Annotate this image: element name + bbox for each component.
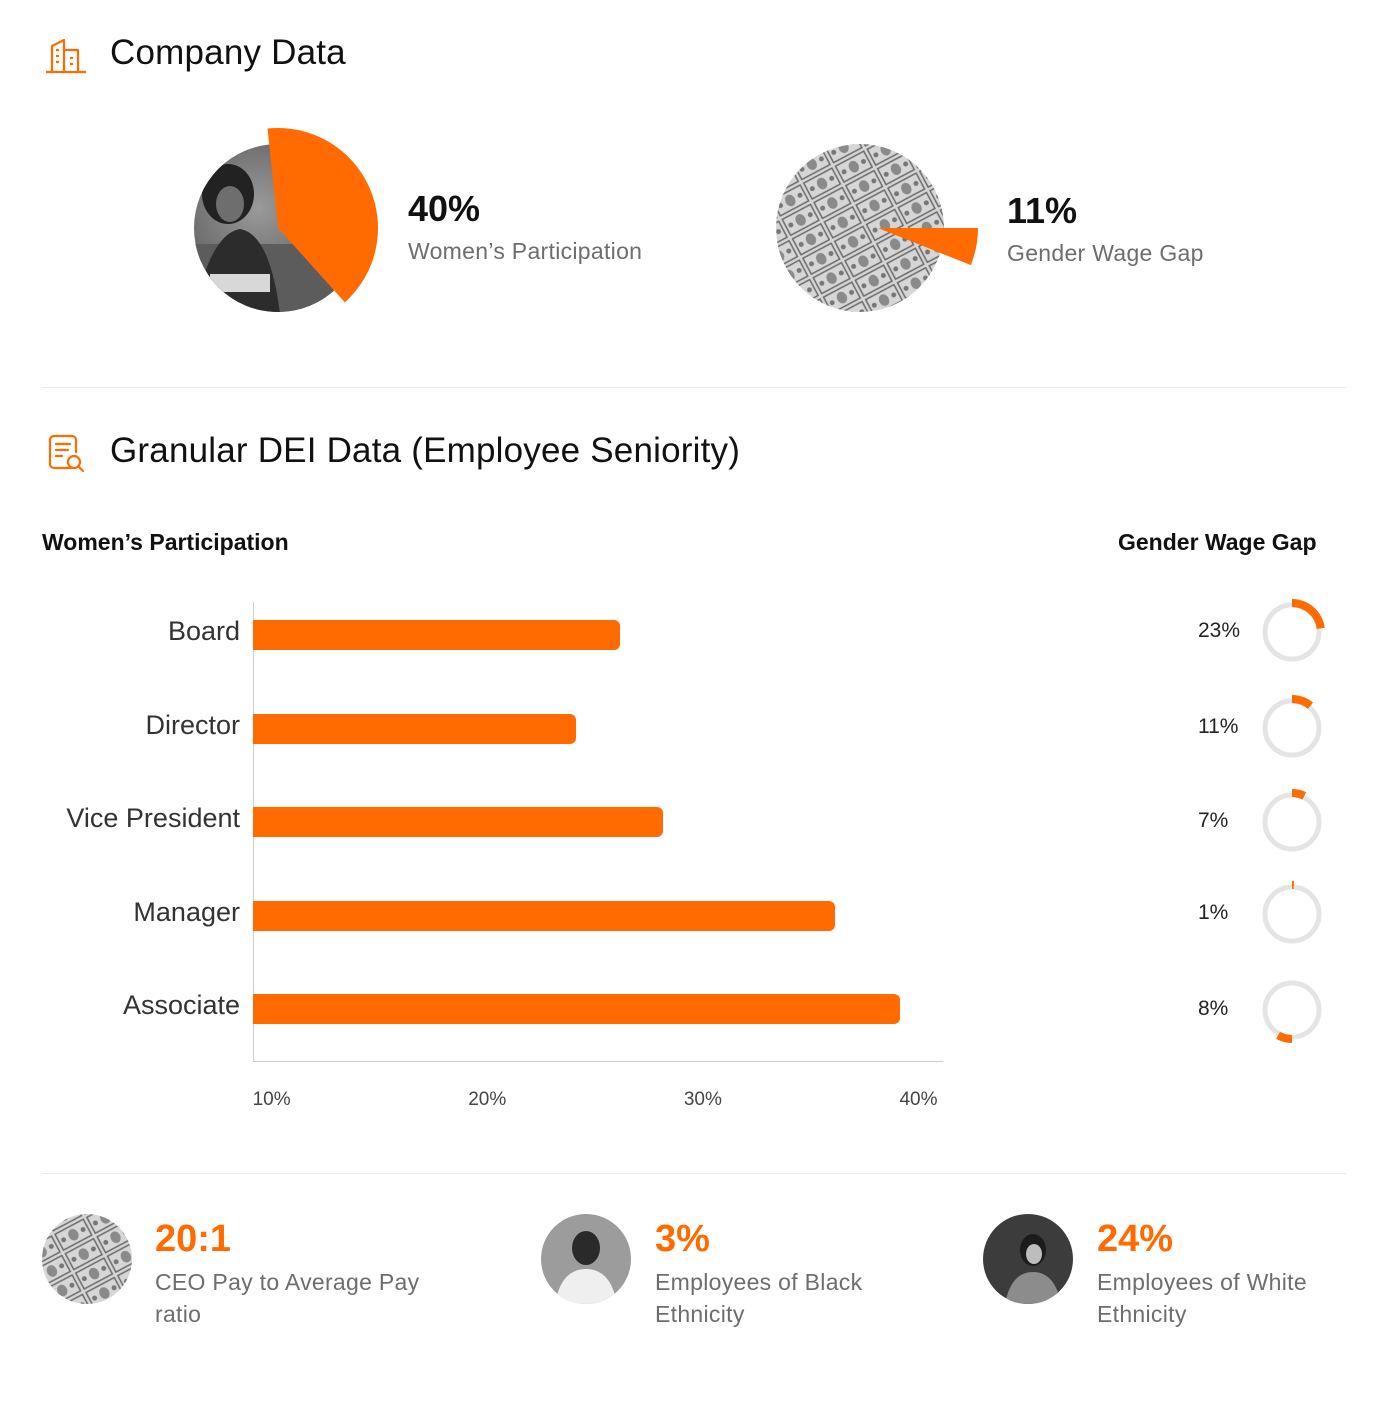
white-ethnicity-label-line2: Ethnicity [1097,1301,1187,1327]
womens-participation-label: Women’s Participation [408,238,643,264]
gender-wage-gap-label: Gender Wage Gap [1007,240,1204,266]
white-ethnicity-label-line1: Employees of White [1097,1269,1307,1295]
divider-2 [42,1173,1346,1174]
ceo-pay-value: 20:1 [155,1218,232,1260]
x-tick-label: 10% [252,1089,291,1110]
bar [253,900,836,931]
white-ethnicity-label: Employees of White Ethnicity [1097,1266,1307,1330]
bar [253,807,663,837]
gender-wage-gap-slice [878,228,978,266]
category-label: Manager [133,896,240,927]
ceo-pay-label: CEO Pay to Average Pay ratio [155,1266,419,1330]
category-label: Director [145,709,240,740]
report-search-icon [48,434,85,473]
wage-gap-pct-label: 1% [1198,901,1229,924]
white-employee-avatar [983,1214,1073,1304]
gender-wage-gap-heading: Gender Wage Gap [1118,529,1317,555]
bar [253,994,900,1024]
category-label: Vice President [66,803,240,833]
ceo-pay-label-line2: ratio [155,1301,202,1327]
gauge-track [1262,884,1322,944]
granular-dei-title: Granular DEI Data (Employee Seniority) [110,431,741,470]
bar [253,620,620,650]
category-label: Associate [122,990,240,1020]
y-axis-line [253,602,254,1062]
gauge-track [1262,602,1322,662]
company-data-title: Company Data [110,33,346,72]
white-ethnicity-value: 24% [1097,1218,1174,1260]
wage-gap-gauge [1262,695,1322,758]
gauge-track [1262,792,1322,852]
wage-gap-pct-label: 23% [1198,619,1241,642]
gauge-arc [1292,881,1295,890]
womens-participation-value: 40% [408,188,481,229]
wage-gap-gauge [1262,980,1322,1043]
black-ethnicity-label: Employees of Black Ethnicity [655,1266,862,1330]
gauge-arc [1292,599,1325,629]
x-tick-label: 40% [899,1089,938,1110]
wage-gap-gauge [1262,881,1322,944]
wage-gap-gauge [1262,789,1322,852]
black-ethnicity-label-line2: Ethnicity [655,1301,745,1327]
black-ethnicity-value: 3% [655,1218,710,1260]
gauge-arc [1292,789,1307,800]
x-tick-label: 20% [468,1089,507,1110]
ceo-pay-avatar [42,1214,132,1304]
black-ethnicity-label-line1: Employees of Black [655,1269,863,1295]
x-tick-label: 30% [683,1089,722,1110]
gauge-track [1262,980,1322,1040]
womens-participation-heading: Women’s Participation [42,529,289,555]
bar [253,713,577,744]
divider-1 [42,387,1346,388]
category-label: Board [167,616,240,646]
ceo-pay-label-line1: CEO Pay to Average Pay [155,1269,420,1295]
x-axis-line [253,1061,943,1062]
wage-gap-pct-label: 7% [1198,809,1229,832]
gauge-arc [1292,695,1314,709]
wage-gap-pct-label: 8% [1198,997,1229,1020]
wage-gap-gauge [1262,599,1325,662]
building-icon [46,38,86,74]
womens-participation-pie [194,128,378,312]
gauge-arc [1276,1031,1292,1043]
gauge-track [1262,698,1322,758]
gender-wage-gap-value: 11% [1007,190,1078,231]
black-employee-avatar [541,1214,631,1304]
gender-wage-gap-pie [776,144,978,312]
womens-participation-slice [267,128,378,303]
wage-gap-pct-label: 11% [1198,715,1239,738]
